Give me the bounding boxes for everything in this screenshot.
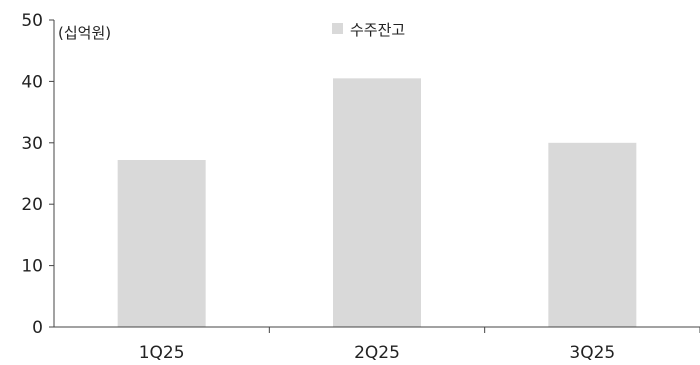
legend-label: 수주잔고	[350, 21, 405, 39]
bar-3Q25	[548, 142, 637, 327]
y-tick-label: 20	[21, 195, 43, 215]
legend: 수주잔고	[332, 21, 405, 39]
labels-layer: 0 10 20 30 40 50 1Q25 2Q25 3Q25	[21, 11, 615, 363]
axes-layer	[49, 19, 700, 333]
y-tick-label: 0	[32, 318, 43, 338]
x-tick-label: 2Q25	[354, 343, 400, 363]
x-tick-label: 1Q25	[139, 343, 185, 363]
x-tick-label: 3Q25	[569, 343, 615, 363]
bar-2Q25	[333, 78, 421, 327]
bars-layer	[117, 78, 637, 327]
legend-swatch	[332, 23, 343, 34]
y-unit-label: (십억원)	[58, 24, 111, 42]
y-tick-label: 50	[21, 11, 43, 31]
y-tick-label: 40	[21, 72, 43, 92]
y-tick-label: 30	[21, 134, 43, 154]
y-tick-label: 10	[21, 257, 43, 277]
bar-1Q25	[117, 159, 206, 327]
